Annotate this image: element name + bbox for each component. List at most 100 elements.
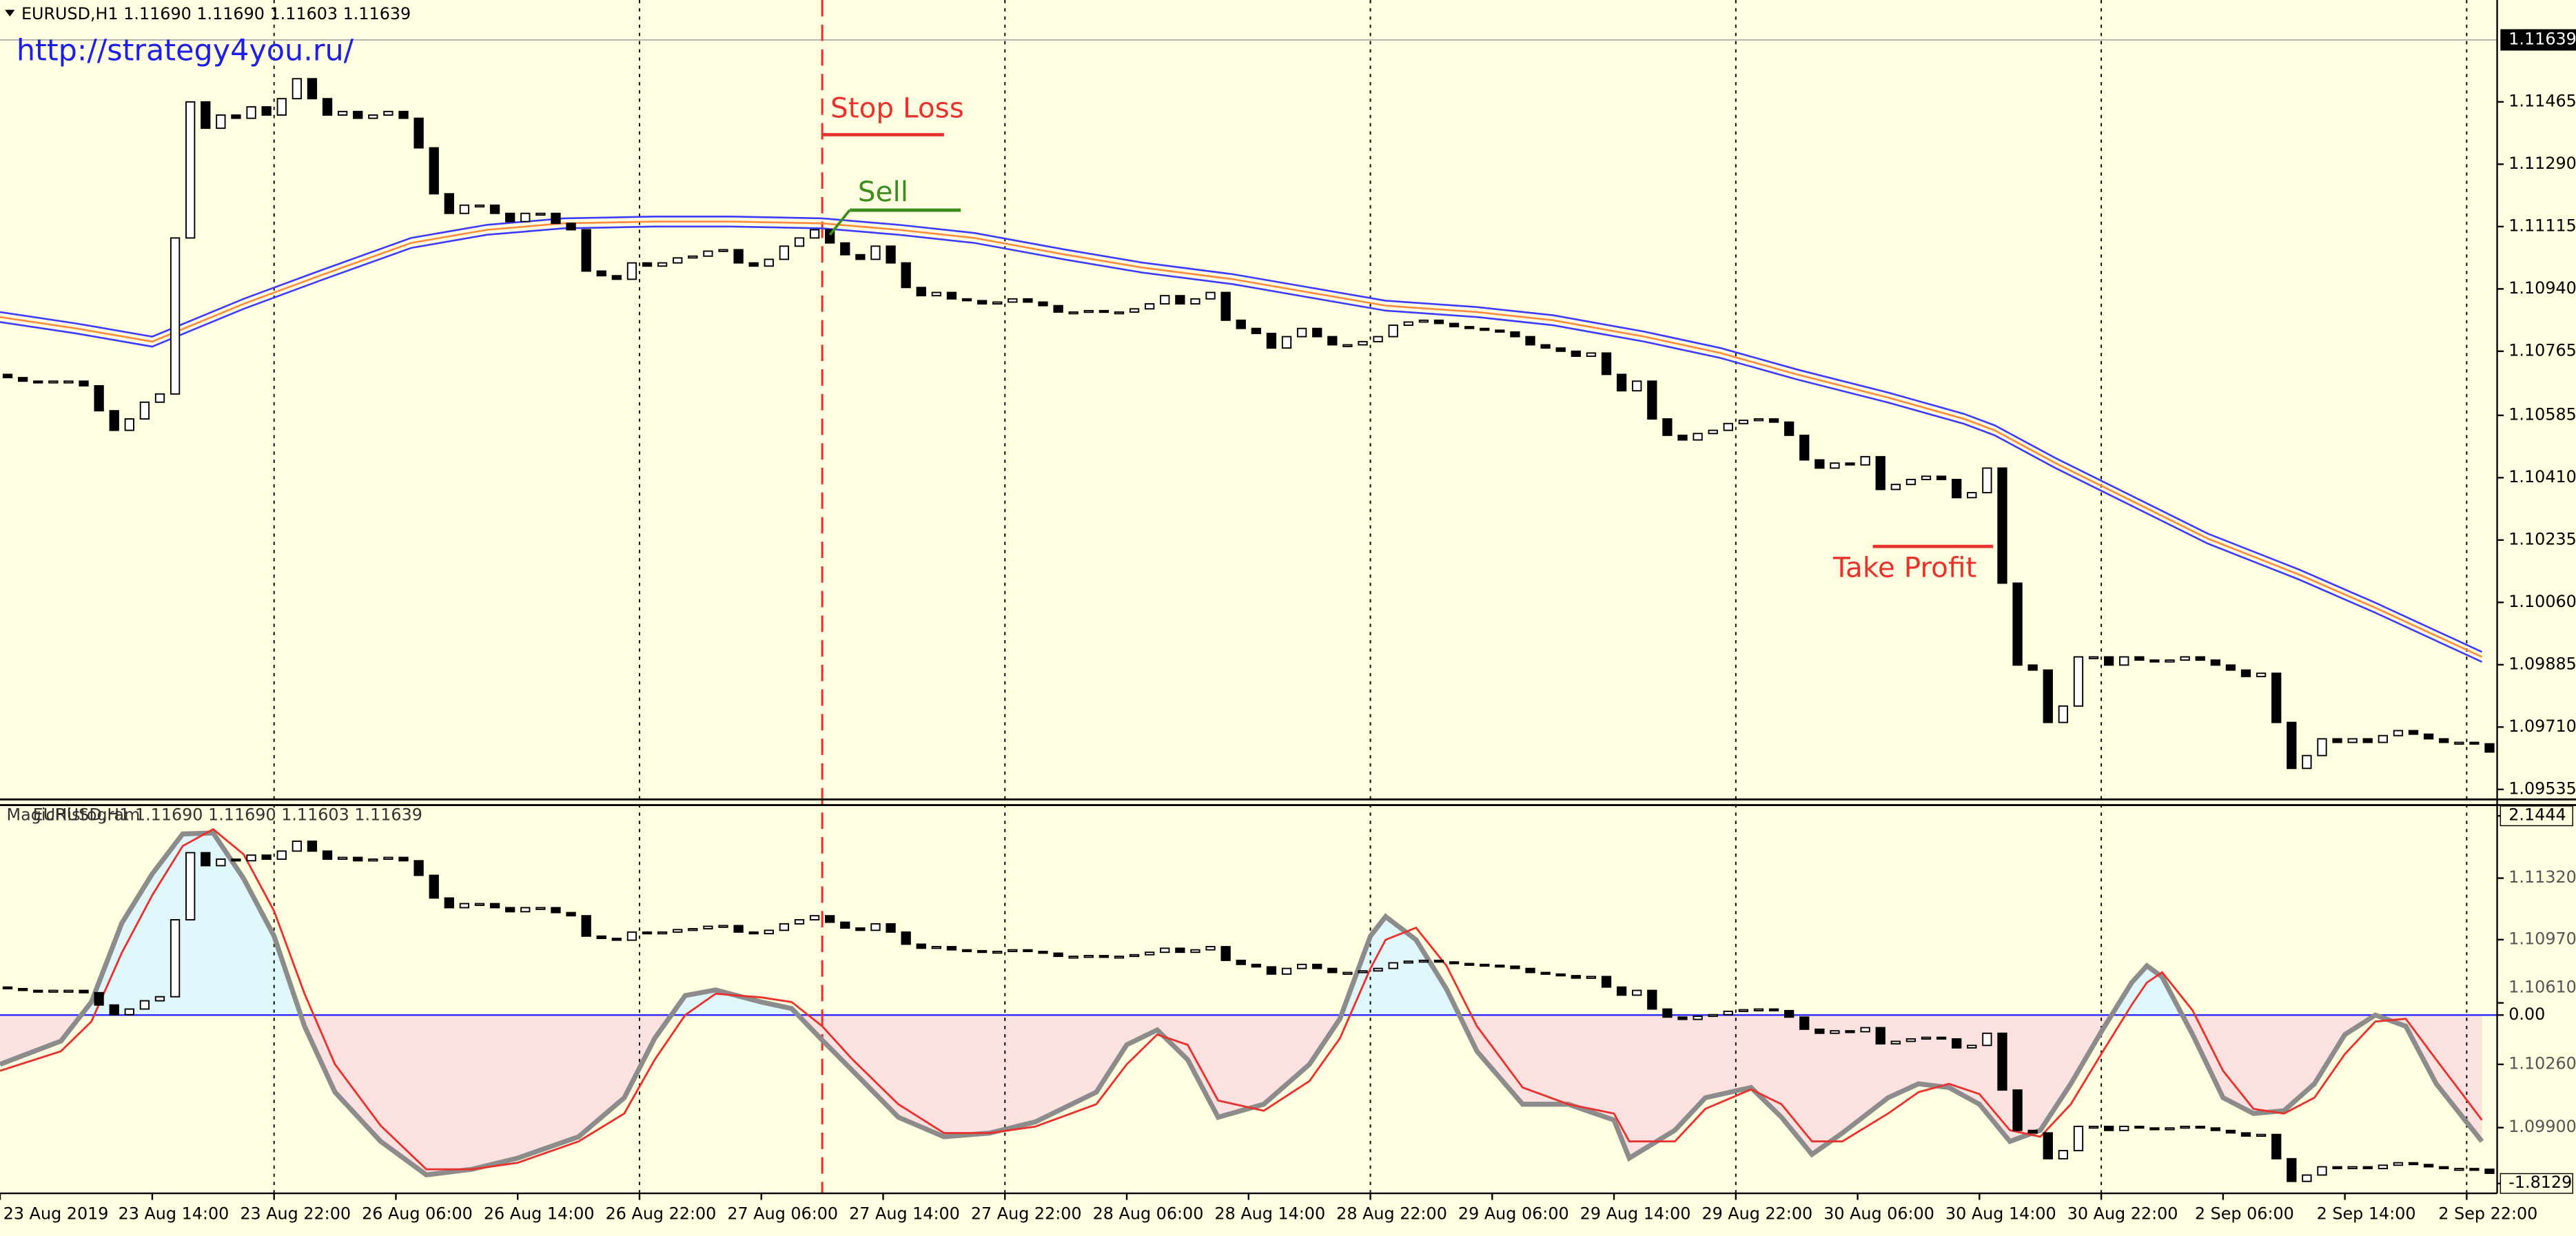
candle-overlay bbox=[1662, 1008, 1673, 1018]
candle-overlay bbox=[1281, 967, 1292, 975]
osc-tick-label: -1.8129 bbox=[2508, 1173, 2572, 1192]
candle-overlay bbox=[1038, 950, 1048, 954]
candle-overlay bbox=[2225, 1129, 2236, 1134]
candle-overlay bbox=[1830, 1030, 1840, 1034]
candle-overlay bbox=[139, 1000, 150, 1010]
candle bbox=[946, 291, 957, 300]
candle bbox=[201, 101, 211, 130]
candle-overlay bbox=[231, 858, 241, 862]
candle-overlay bbox=[566, 911, 576, 917]
candle bbox=[657, 262, 668, 267]
candle bbox=[535, 212, 546, 216]
candle bbox=[79, 380, 89, 387]
candle-overlay bbox=[1890, 1040, 1901, 1045]
candle bbox=[779, 245, 790, 260]
candle bbox=[2454, 741, 2464, 745]
candle bbox=[368, 114, 378, 119]
price-tick-label: 1.10260 bbox=[2508, 1053, 2576, 1073]
candle bbox=[2271, 672, 2282, 723]
candle bbox=[1525, 336, 1535, 346]
candle-overlay bbox=[1296, 963, 1307, 969]
candle-overlay bbox=[1098, 955, 1110, 958]
y-tick-label: 1.10765 bbox=[2508, 340, 2576, 360]
candle-overlay bbox=[886, 923, 896, 933]
candle-overlay bbox=[2332, 1166, 2342, 1170]
candle-overlay bbox=[1312, 963, 1322, 969]
candle-overlay bbox=[2165, 1127, 2175, 1131]
candle bbox=[1236, 319, 1246, 329]
candle bbox=[170, 237, 181, 395]
candle bbox=[1952, 478, 1962, 499]
candle bbox=[1175, 295, 1185, 305]
candle bbox=[1708, 429, 1718, 435]
candle-overlay bbox=[489, 903, 500, 909]
candle bbox=[1677, 434, 1688, 441]
candle bbox=[2088, 656, 2099, 659]
candle bbox=[1098, 309, 1110, 313]
candle-overlay bbox=[1495, 965, 1505, 968]
candle bbox=[2180, 656, 2190, 661]
candle bbox=[429, 147, 439, 195]
candle-overlay bbox=[733, 925, 744, 933]
candle bbox=[383, 110, 393, 116]
candle bbox=[444, 193, 454, 214]
candle-overlay bbox=[1145, 951, 1155, 956]
candle-overlay bbox=[383, 856, 393, 861]
candle bbox=[1662, 418, 1673, 436]
candle bbox=[124, 418, 134, 431]
osc-tick-label: 2.1444 bbox=[2508, 805, 2566, 825]
candle-overlay bbox=[2195, 1125, 2205, 1129]
candle bbox=[459, 204, 470, 214]
candle bbox=[916, 287, 926, 297]
candle-overlay bbox=[1327, 967, 1338, 974]
x-tick-label: 23 Aug 14:00 bbox=[119, 1204, 229, 1224]
candle bbox=[307, 78, 318, 100]
candle-overlay bbox=[551, 907, 561, 914]
candle-overlay bbox=[368, 858, 378, 862]
candle-overlay bbox=[1358, 970, 1368, 974]
candle bbox=[2058, 705, 2069, 723]
candle-overlay bbox=[1997, 1032, 2007, 1091]
candle-overlay bbox=[596, 935, 606, 940]
candle bbox=[1616, 373, 1627, 392]
candle-overlay bbox=[170, 919, 181, 998]
candle bbox=[2362, 738, 2373, 743]
candle-overlay bbox=[185, 852, 196, 920]
candle-overlay bbox=[2362, 1166, 2373, 1170]
candle-overlay bbox=[825, 915, 835, 923]
candle-overlay bbox=[1083, 955, 1094, 958]
candle-overlay bbox=[1114, 956, 1125, 959]
candle-overlay bbox=[2027, 1129, 2038, 1134]
candle bbox=[2256, 672, 2267, 677]
candle bbox=[1433, 319, 1444, 325]
x-tick-label: 2 Sep 22:00 bbox=[2438, 1204, 2537, 1224]
candle bbox=[1967, 492, 1977, 499]
menu-arrow bbox=[5, 10, 15, 17]
candle bbox=[733, 249, 744, 264]
candle bbox=[1145, 303, 1155, 310]
candle bbox=[413, 117, 424, 149]
x-tick-label: 26 Aug 14:00 bbox=[484, 1204, 595, 1224]
candle-overlay bbox=[2317, 1166, 2327, 1176]
candle bbox=[886, 245, 896, 264]
candle bbox=[718, 249, 728, 252]
candle-overlay bbox=[307, 841, 318, 852]
candle-overlay bbox=[764, 929, 774, 935]
candle-overlay bbox=[17, 988, 28, 991]
candle bbox=[2, 373, 13, 379]
candle bbox=[322, 98, 333, 116]
candle-overlay bbox=[809, 915, 820, 920]
y-tick-label: 1.10410 bbox=[2508, 467, 2576, 486]
candle bbox=[154, 393, 165, 403]
candle-overlay bbox=[794, 919, 805, 925]
candle bbox=[1905, 478, 1916, 486]
candle-overlay bbox=[1008, 949, 1018, 952]
candle-overlay bbox=[1480, 963, 1490, 967]
candle bbox=[931, 291, 941, 297]
candle-overlay bbox=[931, 946, 941, 949]
candle-overlay bbox=[413, 860, 424, 876]
candle-overlay bbox=[1905, 1038, 1916, 1042]
candle-overlay bbox=[2423, 1164, 2434, 1168]
candle bbox=[292, 78, 303, 100]
